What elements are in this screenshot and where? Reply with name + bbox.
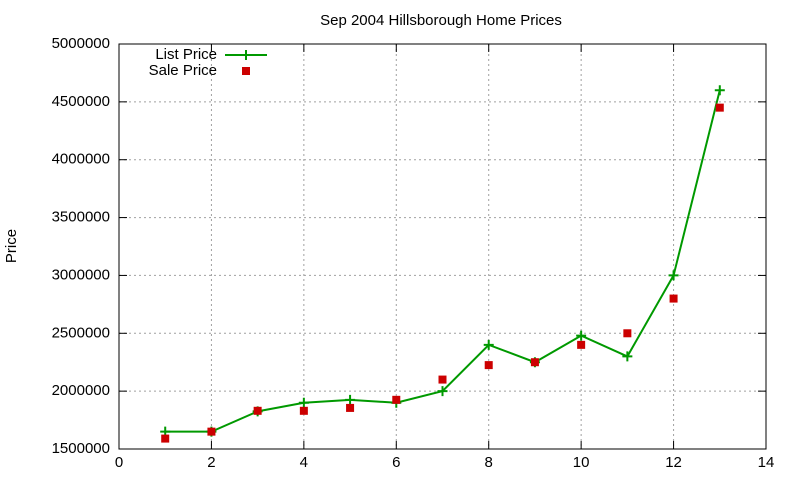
plot-border bbox=[118, 43, 767, 450]
point-marker bbox=[207, 427, 216, 436]
point-marker bbox=[622, 351, 633, 362]
point-marker bbox=[161, 434, 170, 443]
point-marker bbox=[253, 406, 262, 415]
point-marker bbox=[438, 375, 447, 384]
point-marker bbox=[714, 85, 725, 96]
x-tick-label: 14 bbox=[758, 454, 775, 471]
y-tick-label: 2500000 bbox=[52, 324, 110, 341]
legend-label: Sale Price bbox=[149, 62, 217, 79]
x-tick-label: 0 bbox=[115, 454, 123, 471]
point-marker bbox=[530, 358, 539, 367]
point-marker bbox=[346, 403, 355, 412]
point-marker bbox=[484, 361, 493, 370]
point-marker bbox=[668, 270, 679, 281]
chart-title: Sep 2004 Hillsborough Home Prices bbox=[320, 12, 562, 29]
x-tick-label: 6 bbox=[392, 454, 400, 471]
x-tick-label: 12 bbox=[665, 454, 682, 471]
y-tick-label: 2000000 bbox=[52, 382, 110, 399]
x-tick-label: 10 bbox=[573, 454, 590, 471]
x-tick-label: 2 bbox=[207, 454, 215, 471]
y-tick-label: 4500000 bbox=[52, 93, 110, 110]
point-marker bbox=[392, 395, 401, 404]
point-marker bbox=[299, 406, 308, 415]
y-axis-label: Price bbox=[3, 229, 20, 263]
y-tick-label: 3000000 bbox=[52, 266, 110, 283]
point-marker bbox=[483, 339, 494, 350]
point-marker bbox=[345, 394, 356, 405]
point-marker bbox=[577, 340, 586, 349]
point-marker bbox=[298, 397, 309, 408]
legend-label: List Price bbox=[155, 46, 217, 63]
y-tick-label: 5000000 bbox=[52, 35, 110, 52]
y-tick-label: 1500000 bbox=[52, 440, 110, 457]
point-marker bbox=[437, 386, 448, 397]
legend-marker bbox=[242, 67, 250, 75]
point-marker bbox=[623, 329, 632, 338]
point-marker bbox=[669, 294, 678, 303]
y-tick-label: 3500000 bbox=[52, 209, 110, 226]
x-tick-label: 4 bbox=[300, 454, 308, 471]
y-tick-label: 4000000 bbox=[52, 151, 110, 168]
point-marker bbox=[576, 330, 587, 341]
x-tick-label: 8 bbox=[485, 454, 493, 471]
legend-marker bbox=[241, 50, 251, 60]
point-marker bbox=[715, 103, 724, 112]
